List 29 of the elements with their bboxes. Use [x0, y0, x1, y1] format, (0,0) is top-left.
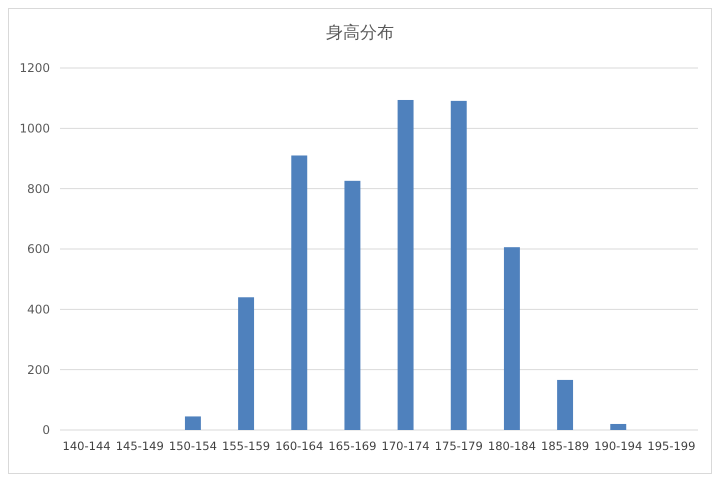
- chart-title: 身高分布: [326, 23, 394, 43]
- bar: [450, 100, 467, 430]
- y-tick-label: 200: [27, 362, 50, 377]
- bar: [610, 424, 626, 430]
- x-tick-label: 190-194: [594, 439, 642, 453]
- x-tick-label: 140-144: [62, 439, 111, 453]
- x-tick-label: 155-159: [222, 439, 270, 453]
- x-tick-label: 170-174: [382, 439, 430, 453]
- x-tick-label: 180-184: [488, 439, 536, 453]
- y-tick-label: 600: [27, 242, 50, 256]
- x-tick-label: 175-179: [434, 439, 483, 453]
- x-tick-label: 150-154: [168, 439, 217, 453]
- y-tick-label: 1000: [19, 122, 50, 136]
- x-tick-label: 160-164: [275, 439, 324, 453]
- x-tick-label: 185-189: [541, 439, 590, 453]
- bar: [344, 180, 360, 430]
- bar: [238, 297, 254, 430]
- y-tick-label: 0: [42, 423, 50, 438]
- y-tick-label: 1200: [19, 61, 50, 76]
- y-tick-label: 400: [27, 302, 50, 317]
- bar: [398, 100, 414, 430]
- y-tick-label: 800: [27, 182, 50, 196]
- bar: [291, 155, 308, 430]
- bar: [184, 416, 201, 430]
- bar: [557, 380, 574, 430]
- x-tick-label: 145-149: [116, 439, 164, 453]
- x-tick-label: 165-169: [328, 439, 376, 453]
- x-tick-label: 195-199: [647, 439, 696, 453]
- bar: [504, 247, 520, 430]
